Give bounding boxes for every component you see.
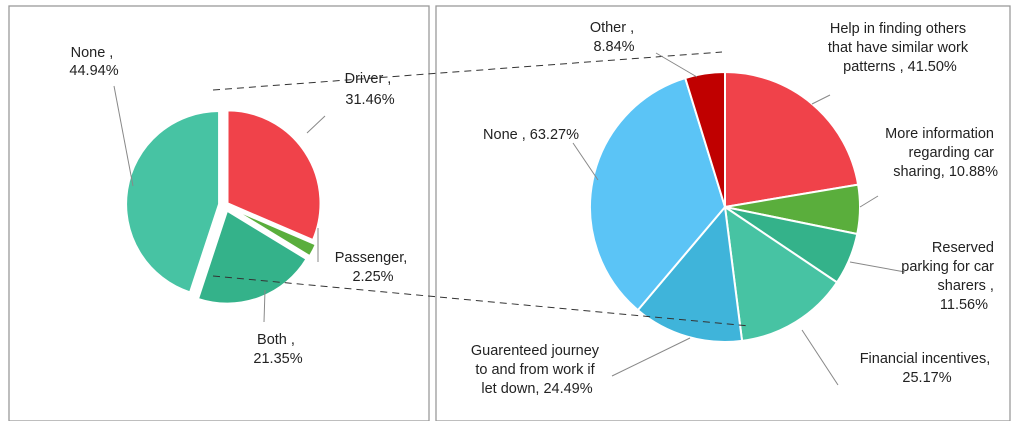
leader-right-help: [811, 94, 831, 105]
label-guarenteed-line-3: let down, 24.49%: [481, 381, 592, 397]
left-pie-slice-both: [196, 209, 308, 305]
leader-right-guarenteed: [611, 337, 691, 377]
label-other: Other , 8.84%: [590, 20, 638, 55]
label-guarenteed-line-1: Guarenteed journey: [471, 343, 600, 359]
right-pie-slice-none: [589, 76, 727, 312]
label-both-name: Both ,: [257, 332, 295, 348]
label-reserved-line-3: sharers ,: [938, 278, 994, 294]
label-reserved-line-1: Reserved: [932, 240, 994, 256]
label-more-info-line-1: More information: [885, 126, 994, 142]
label-help-line-3: patterns , 41.50%: [843, 59, 957, 75]
label-none-left-name: None ,: [71, 45, 114, 61]
label-both: Both , 21.35%: [253, 332, 302, 367]
label-more-info: More information regarding car sharing, …: [885, 126, 998, 180]
leader-left-driver: [306, 115, 326, 134]
label-none-left-value: 44.94%: [69, 63, 118, 79]
leader-right-other: [655, 52, 698, 78]
label-both-value: 21.35%: [253, 351, 302, 367]
label-none-right: None , 63.27%: [483, 127, 579, 143]
right-pie-slice-other: [683, 70, 726, 208]
label-passenger-name: Passenger,: [335, 250, 408, 266]
right-panel-frame: [435, 5, 1011, 421]
label-more-info-line-3: sharing, 10.88%: [893, 164, 998, 180]
right-pie-slice-help-in-finding-others-that-have-similar: [724, 70, 860, 209]
label-reserved-line-2: parking for car: [901, 259, 994, 275]
leader-right-reserved: [849, 261, 906, 273]
leader-lines: [113, 52, 906, 386]
label-driver: Driver , 31.46%: [345, 71, 396, 108]
left-pie-slice-driver: [226, 109, 322, 242]
label-reserved: Reserved parking for car sharers , 11.56…: [901, 240, 998, 313]
label-guarenteed: Guarenteed journey to and from work if l…: [471, 343, 603, 397]
left-pie-slice-passenger: [229, 206, 318, 258]
leader-right-financial: [801, 329, 839, 386]
right-pie-slice-guarenteed-journey-to-and-from-work-if-l: [636, 204, 744, 343]
label-driver-value: 31.46%: [345, 92, 394, 108]
label-financial-line-1: Financial incentives,: [860, 351, 991, 367]
label-guarenteed-line-2: to and from work if: [475, 362, 595, 378]
label-driver-name: Driver ,: [345, 71, 392, 87]
label-none-right-line-1: None , 63.27%: [483, 127, 579, 143]
left-pie-slice-none: [125, 110, 221, 294]
label-financial-line-2: 25.17%: [902, 370, 951, 386]
left-panel-frame: [8, 5, 430, 421]
label-none-left: None , 44.94%: [69, 45, 118, 79]
leader-right-none: [572, 142, 599, 181]
label-help: Help in finding others that have similar…: [828, 21, 972, 75]
left-pie: [125, 109, 322, 305]
right-pie-slice-financial-incentives: [723, 204, 839, 343]
label-financial: Financial incentives, 25.17%: [860, 351, 995, 386]
label-reserved-line-4: 11.56%: [940, 297, 988, 313]
label-help-line-2: that have similar work: [828, 40, 969, 56]
connector-line-bottom: [212, 275, 751, 327]
leader-left-both: [263, 289, 266, 323]
right-pie: [589, 70, 861, 343]
leader-right-more-info: [859, 195, 879, 208]
leader-left-none: [113, 85, 134, 187]
label-passenger-value: 2.25%: [352, 269, 393, 285]
label-passenger: Passenger, 2.25%: [335, 250, 412, 285]
label-help-line-1: Help in finding others: [830, 21, 966, 37]
label-other-line-2: 8.84%: [593, 39, 634, 55]
label-more-info-line-2: regarding car: [909, 145, 995, 161]
label-other-line-1: Other ,: [590, 20, 634, 36]
connector-line-top: [212, 51, 723, 91]
